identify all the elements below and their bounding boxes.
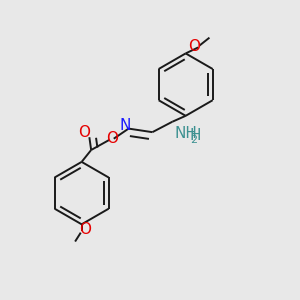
Text: N: N <box>120 118 131 133</box>
Text: O: O <box>79 223 91 238</box>
Text: NH: NH <box>175 126 197 141</box>
Text: O: O <box>106 131 118 146</box>
Text: 2: 2 <box>190 134 197 145</box>
Text: H: H <box>190 128 201 143</box>
Text: O: O <box>78 125 90 140</box>
Text: O: O <box>188 39 200 54</box>
